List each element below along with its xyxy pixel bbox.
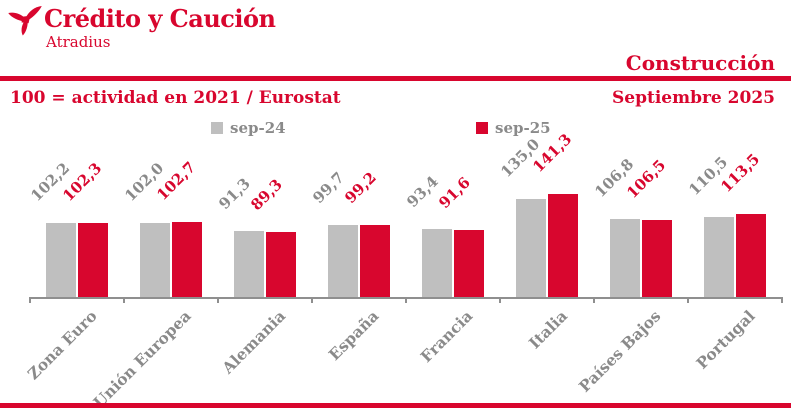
bar-sep-24-1 bbox=[140, 223, 170, 297]
legend-swatch-sep24-icon bbox=[211, 122, 223, 134]
category-label-1: Unión Europea bbox=[89, 306, 195, 412]
legend-label-sep24: sep-24 bbox=[230, 119, 286, 137]
legend-item-sep25: sep-25 bbox=[476, 119, 551, 137]
bar-sep-25-5 bbox=[548, 194, 578, 297]
bar-sep-25-1 bbox=[172, 222, 202, 297]
bar-sep-24-2 bbox=[234, 231, 264, 297]
bar-sep-24-4 bbox=[422, 229, 452, 297]
bar-sep-25-2 bbox=[266, 232, 296, 297]
index-base-note: 100 = actividad en 2021 / Eurostat bbox=[10, 88, 341, 108]
category-label-3: España bbox=[324, 306, 383, 365]
bar-sep-24-0 bbox=[46, 223, 76, 297]
x-axis-tick-6 bbox=[593, 297, 595, 303]
top-divider-rule bbox=[0, 76, 791, 81]
category-label-2: Alemania bbox=[217, 306, 289, 378]
bar-value-label-sep-25-2: 89,3 bbox=[247, 175, 286, 214]
category-label-4: Francia bbox=[416, 306, 477, 367]
x-axis-tick-0 bbox=[29, 297, 31, 303]
x-axis-tick-1 bbox=[123, 297, 125, 303]
x-axis-tick-5 bbox=[499, 297, 501, 303]
bar-value-label-sep-24-3: 99,7 bbox=[309, 168, 348, 207]
bar-sep-25-4 bbox=[454, 230, 484, 297]
category-label-6: Países Bajos bbox=[575, 306, 665, 396]
x-axis-tick-7 bbox=[687, 297, 689, 303]
bar-sep-25-6 bbox=[642, 220, 672, 297]
bar-value-label-sep-25-7: 113,5 bbox=[717, 150, 764, 196]
category-label-5: Italia bbox=[524, 306, 571, 353]
legend-label-sep25: sep-25 bbox=[495, 119, 551, 137]
bar-sep-24-5 bbox=[516, 199, 546, 297]
category-label-7: Portugal bbox=[692, 306, 759, 373]
credito-y-caucion-logo-icon bbox=[8, 6, 42, 36]
x-axis-tick-4 bbox=[405, 297, 407, 303]
section-title: Construcción bbox=[625, 51, 775, 75]
legend-swatch-sep25-icon bbox=[476, 122, 488, 134]
legend-item-sep24: sep-24 bbox=[211, 119, 286, 137]
x-axis-tick-2 bbox=[217, 297, 219, 303]
x-axis-tick-3 bbox=[311, 297, 313, 303]
category-label-0: Zona Euro bbox=[23, 306, 101, 384]
bar-sep-24-7 bbox=[704, 217, 734, 297]
brand-subtitle: Atradius bbox=[46, 33, 111, 51]
brand-title: Crédito y Caución bbox=[44, 4, 276, 33]
bar-value-label-sep-24-4: 93,4 bbox=[403, 172, 442, 211]
bar-value-label-sep-24-2: 91,3 bbox=[215, 174, 254, 213]
bar-value-label-sep-25-4: 91,6 bbox=[435, 173, 474, 212]
x-axis-tick-8 bbox=[781, 297, 783, 303]
bar-value-label-sep-25-3: 99,2 bbox=[341, 168, 380, 207]
report-date: Septiembre 2025 bbox=[612, 88, 775, 108]
bar-sep-25-7 bbox=[736, 214, 766, 297]
bottom-divider-rule bbox=[0, 403, 791, 408]
bar-sep-24-6 bbox=[610, 219, 640, 297]
bar-sep-24-3 bbox=[328, 225, 358, 297]
bar-sep-25-0 bbox=[78, 223, 108, 297]
bar-sep-25-3 bbox=[360, 225, 390, 297]
